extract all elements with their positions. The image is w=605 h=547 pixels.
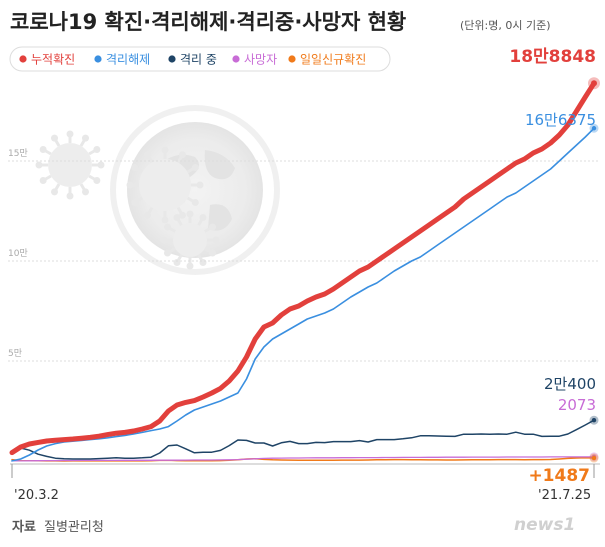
- virus-spike-tip: [35, 161, 43, 169]
- globe-icon: [127, 122, 263, 258]
- end-label-isolating: 2만400: [544, 375, 596, 393]
- virus-spike-tip: [173, 213, 181, 221]
- virus-spike-tip: [144, 211, 151, 219]
- virus-spike-tip: [186, 210, 194, 218]
- virus-spike-tip: [191, 199, 199, 206]
- x-axis-end-label: '21.7.25: [538, 488, 591, 503]
- virus-icon: [126, 146, 204, 224]
- watermark-logo: news1: [514, 515, 575, 535]
- virus-spike-tip: [179, 211, 186, 219]
- virus-spike-tip: [51, 134, 58, 142]
- virus-body: [173, 223, 207, 257]
- end-marker-confirmed: [591, 80, 597, 87]
- virus-spike-tip: [161, 216, 169, 224]
- virus-spike-tip: [39, 146, 47, 153]
- virus-spike-tip: [131, 199, 139, 206]
- virus-spike-tip: [161, 146, 169, 154]
- end-marker-daily_new: [591, 455, 597, 461]
- virus-spike-tip: [39, 177, 47, 184]
- globe-ring-icon: [110, 105, 280, 275]
- virus-spike-tip: [97, 161, 105, 169]
- legend-swatch-released: [94, 55, 102, 63]
- chart-unit-note: (단위:명, 0시 기준): [460, 19, 551, 32]
- virus-spike-tip: [66, 130, 74, 138]
- virus-spike-tip: [93, 146, 101, 153]
- end-labels: 18만8848 16만6375 2만400 2073 +1487: [509, 47, 600, 486]
- virus-spike-tip: [179, 151, 186, 159]
- virus-spike-tip: [209, 249, 217, 257]
- series-line-isolating: [11, 419, 595, 460]
- legend-label-confirmed: 누적확진: [31, 53, 75, 67]
- virus-spike-tip: [51, 188, 58, 196]
- source-name: 질병관리청: [44, 520, 104, 535]
- virus-spike-tip: [186, 262, 194, 270]
- virus-spike-tip: [199, 259, 207, 267]
- series-line-released: [11, 127, 595, 462]
- background-illustration: [35, 105, 280, 275]
- end-marker-isolating: [591, 418, 597, 423]
- virus-icon: [35, 130, 105, 200]
- virus-spike-tip: [163, 249, 171, 257]
- virus-body: [48, 143, 92, 187]
- series-layer: [9, 80, 597, 462]
- legend-label-deaths: 사망자: [244, 53, 277, 67]
- legend: 누적확진 격리해제 격리 중 사망자 일일신규확진: [9, 46, 391, 72]
- legend-frame: [9, 46, 391, 72]
- legend-label-daily-new: 일일신규확진: [300, 53, 366, 67]
- y-tick-label-2: 15만: [8, 148, 28, 159]
- end-label-released: 16만6375: [525, 111, 596, 129]
- virus-spike-tip: [126, 181, 134, 189]
- virus-spike-tip: [82, 188, 89, 196]
- end-label-daily_new: +1487: [528, 466, 590, 486]
- virus-spike-tip: [131, 164, 139, 171]
- virus-spike-tip: [160, 236, 168, 244]
- legend-swatch-confirmed: [19, 55, 27, 63]
- legend-swatch-daily-new: [288, 55, 296, 63]
- virus-body: [139, 159, 191, 211]
- series-line-deaths: [11, 456, 595, 462]
- x-axis-start-label: '20.3.2: [14, 488, 59, 503]
- legend-label-isolating: 격리 중: [180, 53, 217, 67]
- chart-title: 코로나19 확진·격리해제·격리중·사망자 현황: [10, 10, 406, 34]
- virus-spike-tip: [196, 181, 204, 189]
- y-tick-label-0: 5만: [8, 348, 22, 359]
- source-label: 자료: [12, 520, 36, 535]
- y-tick-label-1: 10만: [8, 248, 28, 259]
- virus-spike-tip: [163, 223, 171, 231]
- virus-spike-tip: [144, 151, 151, 159]
- virus-spike-tip: [173, 259, 181, 267]
- end-label-confirmed: 18만8848: [509, 47, 596, 67]
- end-label-deaths: 2073: [558, 396, 596, 414]
- virus-spike-tip: [199, 213, 207, 221]
- virus-spike-tip: [82, 134, 89, 142]
- series-line-confirmed: [9, 80, 597, 456]
- gridlines: 5만 10만 15만: [8, 148, 600, 362]
- virus-spike-tip: [191, 164, 199, 171]
- virus-spike-tip: [212, 236, 220, 244]
- legend-swatch-deaths: [232, 55, 240, 63]
- end-marker-released: [591, 126, 597, 131]
- legend-swatch-isolating: [168, 55, 176, 63]
- virus-spike-tip: [66, 192, 74, 200]
- globe-continent-icon: [204, 150, 235, 180]
- virus-spike-tip: [93, 177, 101, 184]
- virus-spike-tip: [209, 223, 217, 231]
- legend-label-released: 격리해제: [106, 53, 150, 67]
